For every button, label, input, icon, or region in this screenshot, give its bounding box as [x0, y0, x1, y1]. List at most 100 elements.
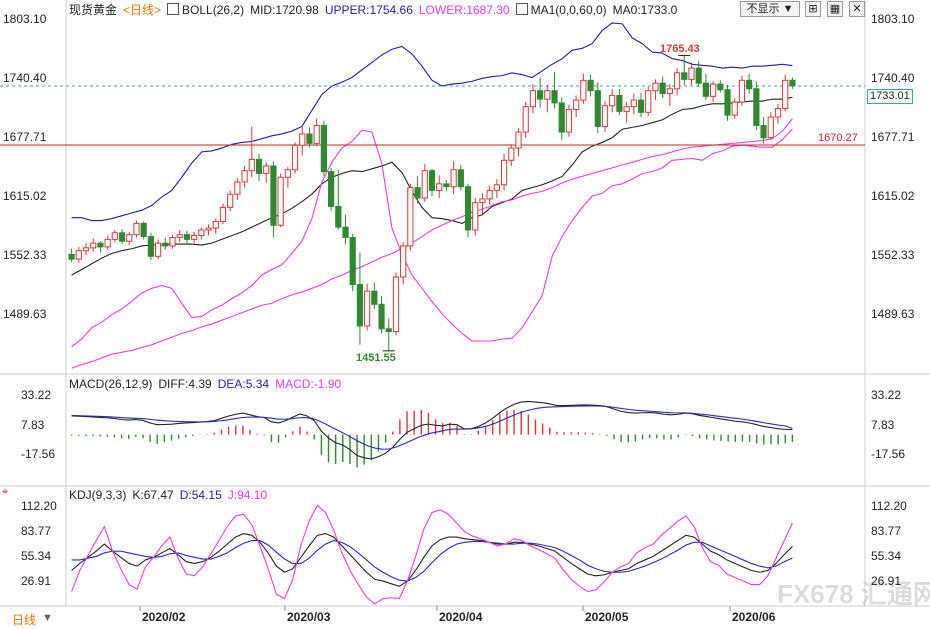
candle-body [191, 235, 198, 240]
candle-body [371, 290, 378, 305]
period-label[interactable]: <日线> [123, 3, 162, 17]
candle-body [364, 290, 371, 327]
watermark: FX678 汇通网 [777, 579, 930, 609]
candle-body [241, 170, 248, 183]
candle-body [82, 247, 90, 252]
candle-body [212, 220, 219, 229]
candle-body [385, 328, 392, 333]
close-icon[interactable]: ✕ [849, 1, 865, 17]
candle-body [529, 90, 537, 108]
candle-body [508, 147, 515, 161]
boll-lower: LOWER:1687.30 [418, 3, 510, 17]
macd-diff: DIFF:4.39 [158, 377, 212, 391]
kdj-title: KDJ(9,3,3) [69, 488, 127, 502]
price-tick-right: 1615.02 [871, 188, 915, 203]
price-tick-left: 1803.10 [3, 12, 47, 26]
candle-body [464, 186, 472, 231]
settings-icon[interactable]: ▦ [827, 1, 843, 17]
candle-body [277, 176, 284, 226]
candle-body [515, 131, 522, 149]
candle-body [335, 205, 342, 228]
candle-body [645, 90, 652, 113]
hide-indicator-button[interactable]: 不显示 ▼ [740, 1, 800, 17]
candle-body [486, 189, 493, 200]
low-price-label: 1451.55 [356, 352, 396, 364]
ma0-value: MA0:1733.0 [612, 3, 678, 17]
candle-body [169, 236, 176, 247]
kdj-panel-header: KDJ(9,3,3) K:67.47 D:54.15 J:94.10 [69, 488, 273, 502]
candle-body [450, 169, 457, 188]
candle-body [457, 169, 464, 188]
candle-body [500, 159, 508, 186]
boll-upper: UPPER:1754.66 [324, 3, 413, 17]
kdj-tick-right: 55.34 [871, 549, 902, 563]
candle-body [313, 124, 320, 144]
x-tick-label: 2020/06 [732, 610, 776, 624]
x-tick-label: 2020/03 [287, 610, 331, 624]
candle-body [436, 183, 443, 191]
candle-body [493, 184, 500, 191]
candle-body [248, 158, 255, 172]
candle-body [551, 90, 558, 104]
candle-body [356, 284, 364, 327]
price-tick-left: 1552.33 [3, 247, 47, 262]
macd-dea-line [71, 405, 793, 450]
candle-body [263, 165, 270, 174]
price-tick-left: 1615.02 [3, 188, 47, 203]
candle-body [522, 106, 529, 133]
candle-body [580, 79, 587, 101]
macd-tick-left: 33.22 [21, 388, 52, 402]
candle-body [378, 303, 385, 330]
candle-body [565, 108, 573, 133]
period-selector[interactable]: 日线 [12, 613, 37, 627]
candle-body [695, 67, 702, 84]
high-price-label: 1765.43 [660, 43, 700, 55]
kdj-j-line [71, 504, 793, 605]
candle-body [637, 99, 645, 113]
candle-body [400, 245, 407, 278]
candle-body [616, 94, 623, 112]
candle-body [104, 238, 111, 248]
candle-body [140, 222, 147, 238]
kdj-tick-left: 55.34 [21, 549, 52, 563]
crosshair-icon[interactable]: ⊞ [805, 1, 821, 17]
candle-body [666, 88, 673, 94]
watermark-text: FX678 汇通网 [777, 579, 930, 609]
price-tick-right: 1740.40 [871, 71, 915, 85]
price-tick-right: 1489.63 [871, 307, 915, 321]
macd-dea: DEA:5.34 [217, 377, 270, 391]
instrument-name: 现货黄金 [69, 3, 118, 17]
kdj-tick-right: 112.20 [871, 499, 907, 513]
ma-toggle-icon[interactable] [515, 3, 528, 15]
candle-body [573, 99, 580, 110]
ma60-line [71, 118, 793, 369]
kdj-tick-right: 26.91 [871, 574, 902, 588]
candle-body [702, 82, 710, 97]
price-tick-left: 1677.71 [3, 130, 47, 144]
period-dropdown-icon[interactable]: ▼ [42, 612, 53, 624]
ma1-title: MA1(0,0,60,0) [530, 3, 607, 17]
candle-body [111, 232, 118, 240]
target-icon[interactable]: ⌖ [2, 486, 9, 498]
macd-value: MACD:-1.90 [275, 377, 342, 391]
candle-body [609, 94, 616, 107]
candle-body [118, 232, 126, 242]
candle-body [299, 133, 306, 146]
price-tick-right: 1552.33 [871, 247, 915, 262]
kdj-tick-left: 83.77 [21, 524, 52, 538]
candle-body [270, 165, 277, 226]
candle-body [717, 83, 724, 91]
x-tick-label: 2020/05 [585, 610, 629, 624]
candle-body [753, 88, 760, 126]
kdj-j: J:94.10 [227, 488, 268, 502]
candle-body [782, 79, 789, 110]
candle-body [205, 227, 212, 231]
boll-lower-line [71, 128, 793, 348]
boll-mid-line [71, 96, 793, 276]
candle-body [767, 116, 774, 139]
candle-body [724, 89, 731, 116]
horizontal-line-label: 1670.27 [818, 132, 858, 144]
candle-body [68, 253, 75, 260]
boll-toggle-icon[interactable] [167, 3, 180, 15]
